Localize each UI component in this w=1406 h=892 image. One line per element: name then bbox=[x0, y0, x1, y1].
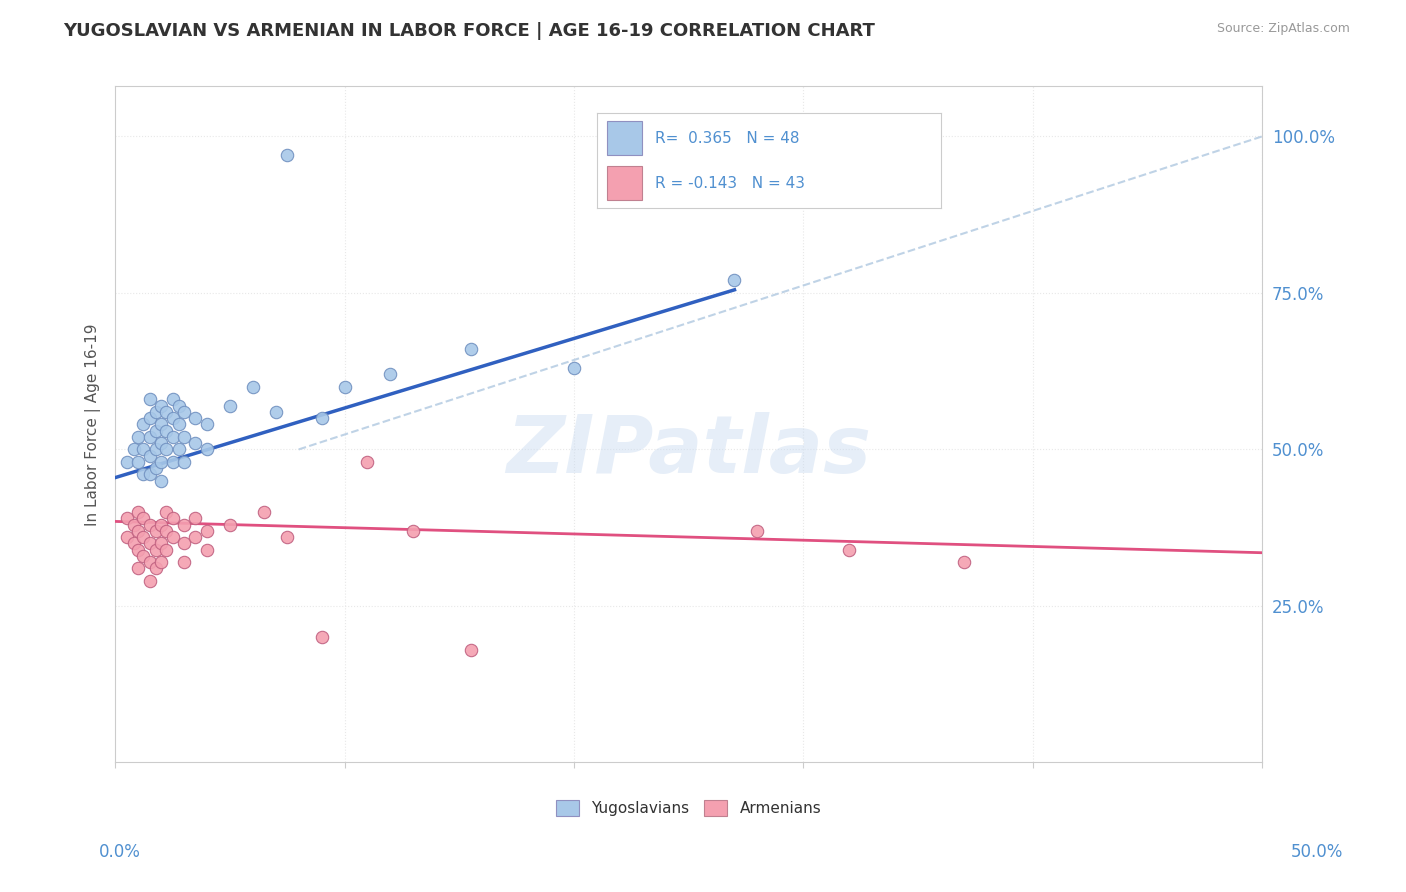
Point bbox=[333, 380, 356, 394]
Text: 50.0%: 50.0% bbox=[1291, 843, 1343, 861]
Point bbox=[155, 542, 177, 557]
Text: ZIPatlas: ZIPatlas bbox=[506, 412, 872, 491]
Point bbox=[162, 392, 184, 407]
Point bbox=[162, 530, 184, 544]
Point bbox=[122, 442, 145, 457]
Point bbox=[150, 455, 173, 469]
Point bbox=[132, 511, 155, 525]
Point bbox=[162, 511, 184, 525]
Point bbox=[132, 467, 155, 482]
Point bbox=[155, 424, 177, 438]
Text: Source: ZipAtlas.com: Source: ZipAtlas.com bbox=[1216, 22, 1350, 36]
Point bbox=[150, 536, 173, 550]
Point bbox=[138, 574, 160, 588]
Point bbox=[838, 542, 860, 557]
Point bbox=[145, 561, 167, 575]
Point bbox=[953, 555, 976, 569]
Point bbox=[173, 555, 195, 569]
Point bbox=[155, 505, 177, 519]
Point bbox=[150, 436, 173, 450]
Point bbox=[115, 511, 138, 525]
Point bbox=[138, 392, 160, 407]
Point bbox=[173, 455, 195, 469]
Point bbox=[380, 368, 402, 382]
Point bbox=[132, 417, 155, 432]
Point bbox=[155, 405, 177, 419]
Y-axis label: In Labor Force | Age 16-19: In Labor Force | Age 16-19 bbox=[86, 323, 101, 525]
Point bbox=[356, 455, 378, 469]
Point bbox=[276, 148, 298, 162]
Point bbox=[138, 555, 160, 569]
Point bbox=[150, 474, 173, 488]
Legend: Yugoslavians, Armenians: Yugoslavians, Armenians bbox=[550, 794, 828, 822]
Point bbox=[132, 530, 155, 544]
Point bbox=[127, 542, 149, 557]
Point bbox=[127, 524, 149, 538]
Point bbox=[162, 430, 184, 444]
Point bbox=[723, 273, 745, 287]
Point bbox=[138, 536, 160, 550]
Point bbox=[195, 524, 218, 538]
Point bbox=[276, 530, 298, 544]
Point bbox=[127, 561, 149, 575]
Point bbox=[162, 455, 184, 469]
Point bbox=[173, 517, 195, 532]
Point bbox=[150, 555, 173, 569]
Point bbox=[169, 399, 191, 413]
Point bbox=[184, 511, 207, 525]
Point bbox=[195, 542, 218, 557]
Point bbox=[184, 411, 207, 425]
Point bbox=[460, 343, 482, 357]
Point bbox=[145, 405, 167, 419]
Point bbox=[127, 505, 149, 519]
Point bbox=[155, 442, 177, 457]
Point bbox=[460, 642, 482, 657]
Point bbox=[145, 524, 167, 538]
Point bbox=[150, 399, 173, 413]
Point bbox=[138, 449, 160, 463]
Point bbox=[311, 630, 333, 644]
Point bbox=[150, 517, 173, 532]
Point bbox=[402, 524, 425, 538]
Point bbox=[155, 524, 177, 538]
Point bbox=[173, 536, 195, 550]
Point bbox=[145, 542, 167, 557]
Text: 0.0%: 0.0% bbox=[98, 843, 141, 861]
Point bbox=[138, 517, 160, 532]
Point bbox=[145, 442, 167, 457]
Point bbox=[132, 549, 155, 563]
Point bbox=[150, 417, 173, 432]
Point bbox=[747, 524, 769, 538]
Point bbox=[169, 442, 191, 457]
Point bbox=[115, 455, 138, 469]
Point bbox=[122, 517, 145, 532]
Point bbox=[169, 417, 191, 432]
Point bbox=[562, 361, 585, 376]
Point bbox=[184, 436, 207, 450]
Point bbox=[122, 536, 145, 550]
Point bbox=[127, 430, 149, 444]
Point bbox=[242, 380, 264, 394]
Point bbox=[195, 442, 218, 457]
Point bbox=[173, 430, 195, 444]
Point bbox=[253, 505, 276, 519]
Point bbox=[115, 530, 138, 544]
Point bbox=[138, 467, 160, 482]
Point bbox=[145, 461, 167, 475]
Point bbox=[127, 455, 149, 469]
Point bbox=[138, 430, 160, 444]
Point bbox=[173, 405, 195, 419]
Point bbox=[162, 411, 184, 425]
Point bbox=[132, 442, 155, 457]
Point bbox=[311, 411, 333, 425]
Point bbox=[184, 530, 207, 544]
Point bbox=[264, 405, 287, 419]
Point bbox=[195, 417, 218, 432]
Point bbox=[138, 411, 160, 425]
Point bbox=[145, 424, 167, 438]
Text: YUGOSLAVIAN VS ARMENIAN IN LABOR FORCE | AGE 16-19 CORRELATION CHART: YUGOSLAVIAN VS ARMENIAN IN LABOR FORCE |… bbox=[63, 22, 875, 40]
Point bbox=[218, 399, 240, 413]
Point bbox=[218, 517, 240, 532]
